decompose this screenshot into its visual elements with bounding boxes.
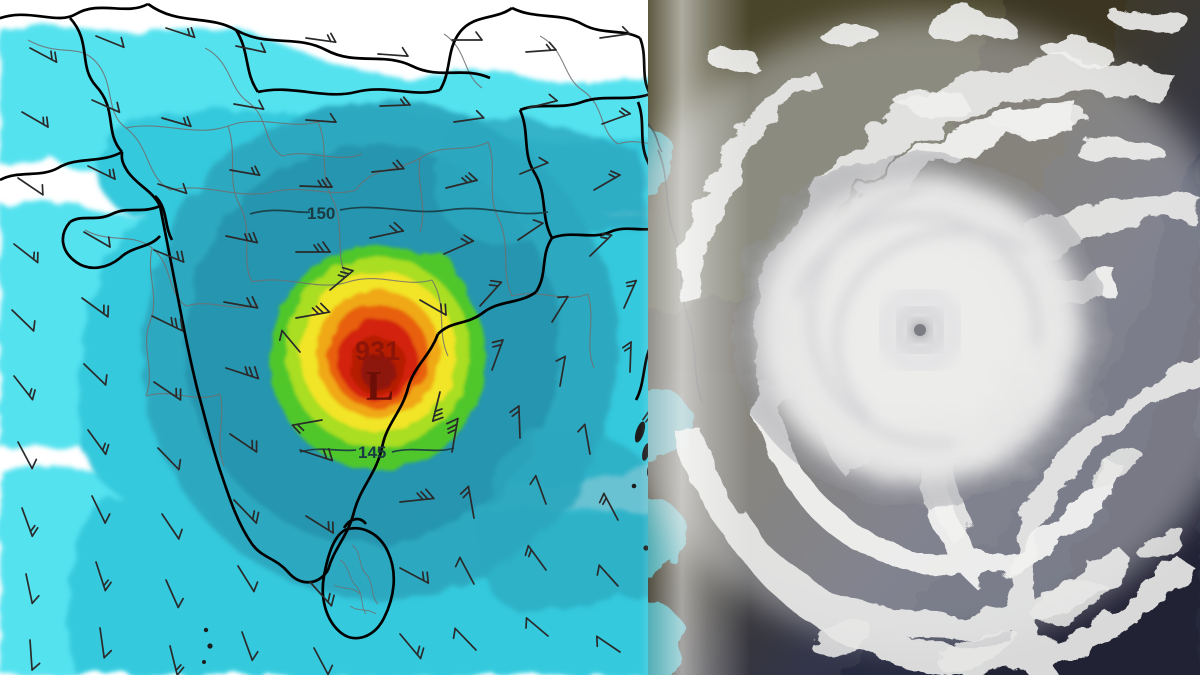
contour-label-145: 145 xyxy=(358,443,386,462)
low-pressure-marker: L xyxy=(366,364,394,410)
satellite-grain-overlay xyxy=(648,0,1200,675)
model-chart-svg: 150 145 xyxy=(0,2,730,675)
sri-lanka-interior-borders xyxy=(333,544,379,615)
central-pressure-value: 931 xyxy=(355,336,400,366)
satellite-image-panel xyxy=(648,0,1200,675)
wind-barbs xyxy=(11,25,704,675)
satellite-ocean-clouds xyxy=(810,450,1182,671)
model-chart-panel: 150 145 xyxy=(0,2,730,675)
contour-label-150: 150 xyxy=(307,204,335,223)
internal-state-borders xyxy=(27,33,697,467)
cyclone-eye xyxy=(909,319,931,341)
satellite-image-svg xyxy=(648,0,1200,675)
cyclone-inner-striations xyxy=(791,185,1042,448)
cyclone-eyewall xyxy=(875,285,965,375)
storm-core-shading xyxy=(270,246,486,470)
